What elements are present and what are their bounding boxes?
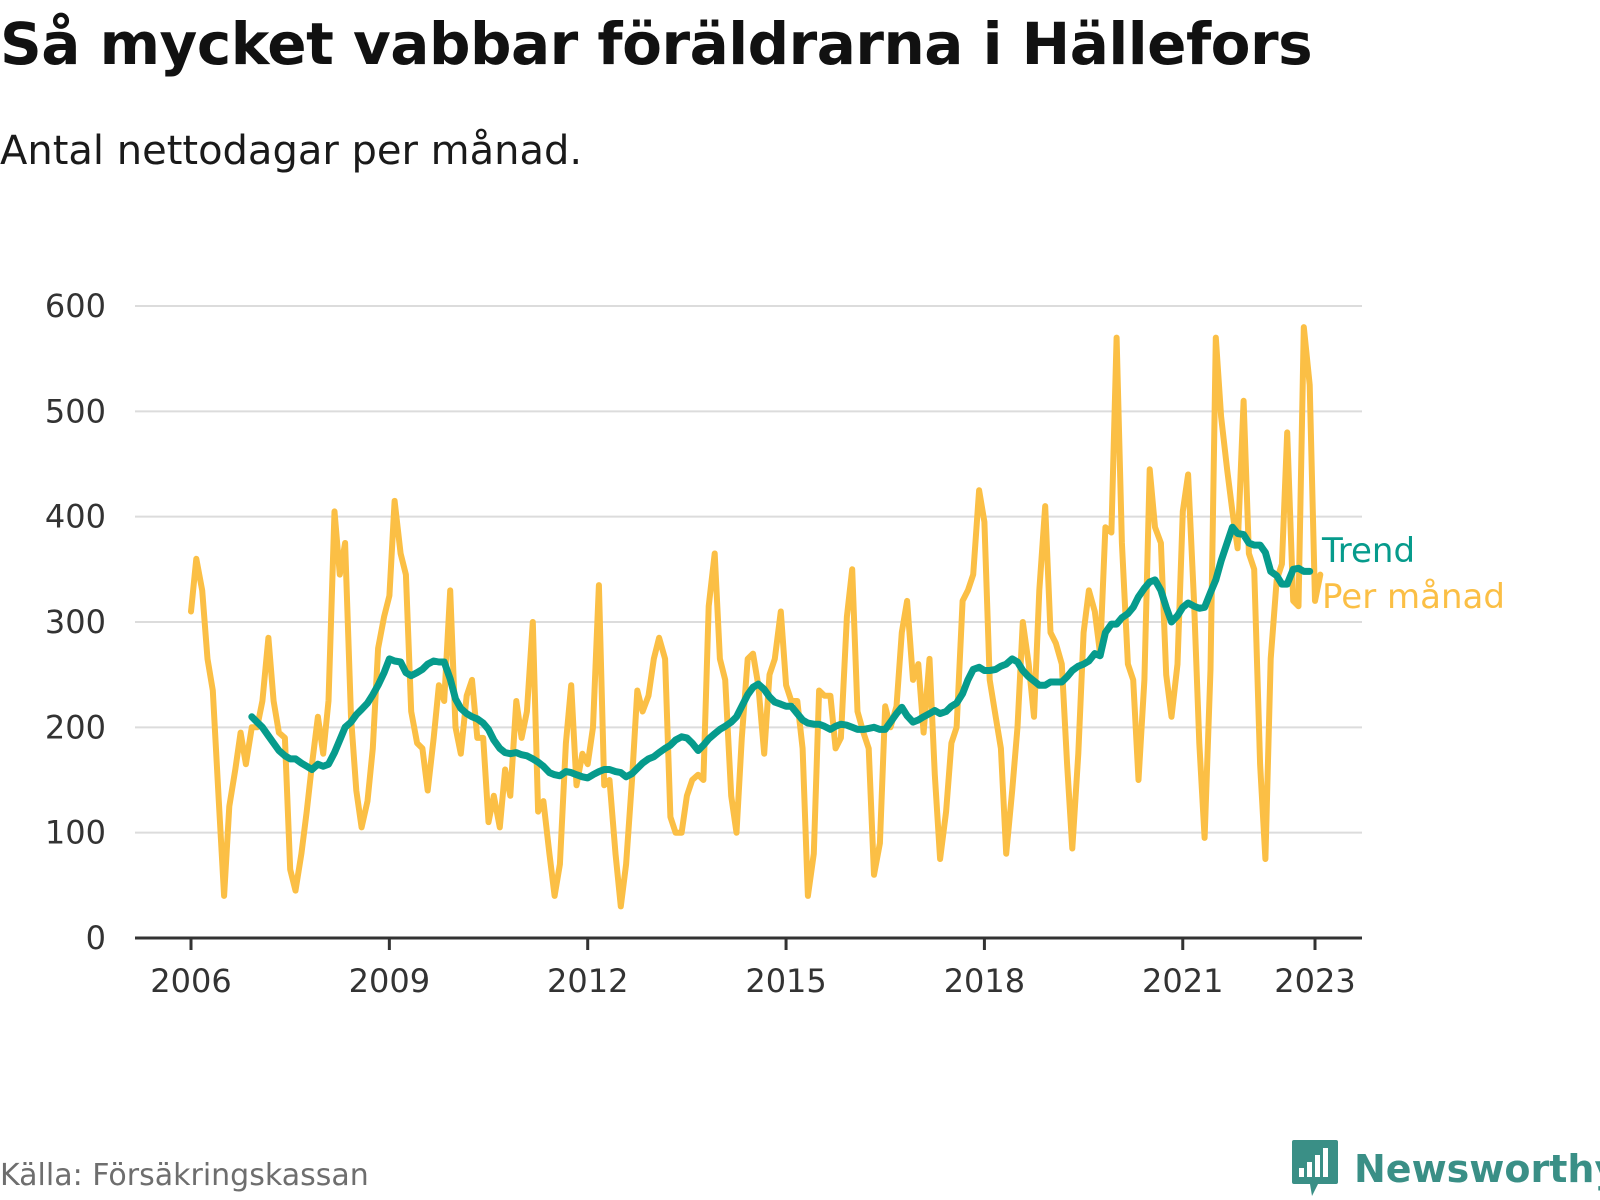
x-axis: 2006 2009 2012 2015 2018 2021 2023 bbox=[135, 936, 1362, 1000]
y-axis: 0 100 200 300 400 500 600 bbox=[45, 287, 106, 957]
newsworthy-logo-icon bbox=[1292, 1140, 1338, 1196]
legend-label-per-manad: Per månad bbox=[1322, 577, 1505, 617]
legend-label-trend: Trend bbox=[1321, 531, 1415, 571]
series-line-per-manad bbox=[188, 324, 1324, 910]
y-tick-label: 500 bbox=[45, 392, 106, 430]
x-tick-label: 2023 bbox=[1274, 962, 1355, 1000]
x-tick-label: 2015 bbox=[745, 962, 826, 1000]
x-tick-label: 2012 bbox=[547, 962, 628, 1000]
brand-logo: Newsworthy bbox=[1290, 1138, 1600, 1200]
y-tick-label: 400 bbox=[45, 498, 106, 536]
chart-title: Så mycket vabbar föräldrarna i Hällefors bbox=[0, 10, 1313, 78]
series-line-trend bbox=[248, 523, 1314, 782]
gridlines bbox=[135, 305, 1362, 834]
brand-name: Newsworthy bbox=[1354, 1147, 1600, 1191]
x-tick-label: 2009 bbox=[349, 962, 430, 1000]
y-tick-label: 200 bbox=[45, 708, 106, 746]
source-note: Källa: Försäkringskassan bbox=[0, 1158, 369, 1193]
x-tick-label: 2018 bbox=[944, 962, 1025, 1000]
inline-legend: Trend Per månad bbox=[1321, 531, 1505, 617]
y-tick-label: 300 bbox=[45, 603, 106, 641]
x-tick-label: 2006 bbox=[150, 962, 231, 1000]
y-tick-label: 600 bbox=[45, 287, 106, 325]
series-lines bbox=[188, 324, 1324, 910]
y-tick-label: 100 bbox=[45, 814, 106, 852]
x-tick-label: 2021 bbox=[1142, 962, 1223, 1000]
y-tick-label: 0 bbox=[86, 919, 106, 957]
chart-subtitle: Antal nettodagar per månad. bbox=[0, 128, 583, 174]
